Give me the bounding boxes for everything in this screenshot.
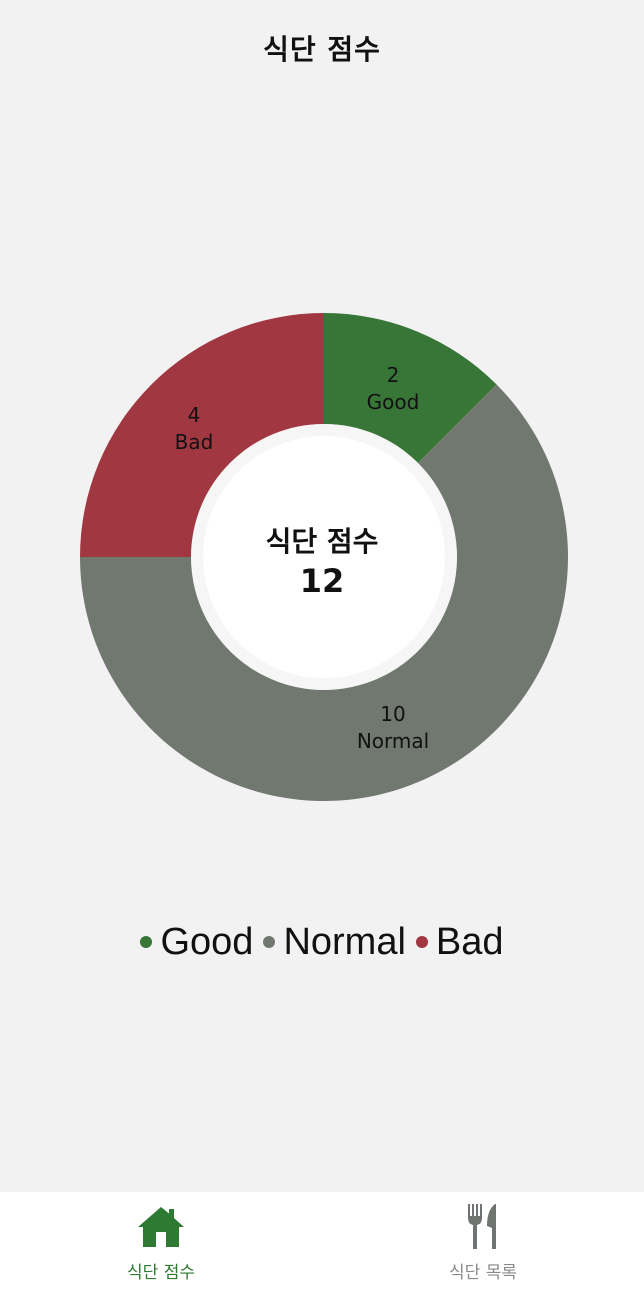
legend-item-bad: Bad	[415, 920, 504, 964]
chart-center-label: 식단 점수 12	[222, 517, 422, 607]
legend-item-good: Good	[140, 921, 253, 964]
page-title: 식단 점수	[263, 33, 381, 66]
legend-dot-normal	[263, 936, 276, 948]
slice-value-normal: 10	[380, 702, 406, 726]
fork-knife-icon	[456, 1202, 510, 1252]
legend-label-bad: Bad	[435, 920, 504, 963]
chart-legend: Good Normal Bad	[0, 912, 644, 972]
tab-label-diet-list: 식단 목록	[449, 1263, 517, 1283]
slice-value-bad: 4	[187, 403, 201, 427]
slice-name-bad: Bad	[174, 430, 214, 454]
tab-bar: 식단 점수 식단 목록	[0, 1192, 644, 1302]
legend-item-normal: Normal	[263, 920, 406, 964]
slice-bad	[80, 313, 324, 557]
slice-label-normal: 10 Normal	[357, 701, 429, 755]
legend-dot-bad	[415, 936, 428, 948]
center-value: 12	[299, 562, 345, 600]
chart-canvas	[80, 313, 568, 801]
tab-diet-score[interactable]: 식단 점수	[0, 1192, 322, 1302]
slice-good	[324, 313, 497, 463]
legend-dot-good	[140, 936, 153, 948]
slice-name-normal: Normal	[356, 729, 430, 753]
donut-chart: 식단 점수 12 2 Good 10 Normal 4 Bad	[0, 300, 644, 820]
slice-name-good: Good	[366, 390, 420, 414]
legend-label-normal: Normal	[283, 920, 406, 963]
home-icon	[134, 1202, 188, 1252]
slice-normal	[80, 384, 568, 801]
slice-value-good: 2	[386, 363, 400, 387]
header: 식단 점수	[0, 0, 644, 96]
legend-label-good: Good	[160, 920, 254, 963]
tab-label-diet-score: 식단 점수	[127, 1263, 195, 1283]
donut-hole	[203, 436, 445, 678]
slice-label-bad: 4 Bad	[175, 402, 214, 456]
center-title: 식단 점수	[265, 525, 379, 558]
slice-label-good: 2 Good	[367, 362, 420, 416]
tab-diet-list[interactable]: 식단 목록	[322, 1192, 644, 1302]
